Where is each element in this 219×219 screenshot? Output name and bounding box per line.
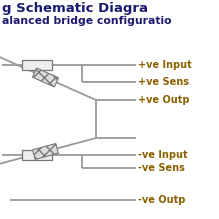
Text: alanced bridge configuratio: alanced bridge configuratio — [2, 16, 172, 26]
Text: g Schematic Diagra: g Schematic Diagra — [2, 2, 148, 15]
Text: +ve Input: +ve Input — [138, 60, 192, 70]
Bar — [33, 144, 58, 159]
Bar — [32, 68, 58, 87]
Text: -ve Sens: -ve Sens — [138, 163, 185, 173]
Text: -ve Input: -ve Input — [138, 150, 188, 160]
Bar — [22, 150, 52, 160]
Text: +ve Sens: +ve Sens — [138, 77, 189, 87]
Text: -ve Outp: -ve Outp — [138, 195, 185, 205]
Text: +ve Outp: +ve Outp — [138, 95, 189, 105]
Bar — [22, 60, 52, 70]
